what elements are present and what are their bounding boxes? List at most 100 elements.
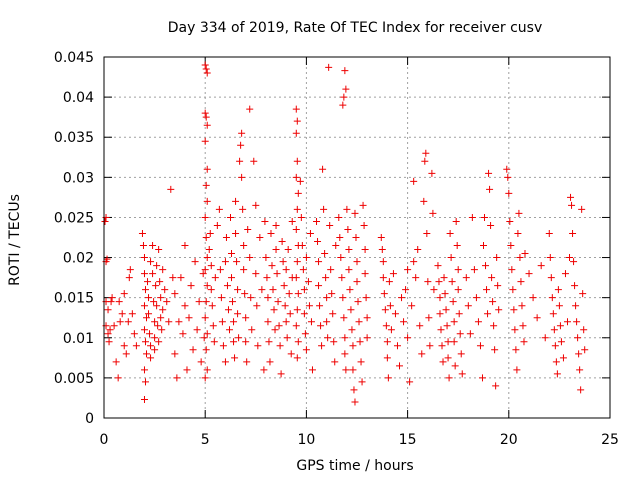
- x-tick-label: 5: [201, 432, 210, 448]
- data-point: [353, 278, 361, 286]
- data-point: [343, 205, 351, 213]
- data-point: [140, 302, 148, 310]
- data-point: [247, 294, 255, 302]
- data-point: [494, 282, 502, 290]
- data-point: [349, 342, 357, 350]
- data-point: [349, 366, 357, 374]
- data-point: [554, 286, 562, 294]
- data-point: [569, 229, 577, 237]
- data-point: [464, 302, 472, 310]
- data-point: [505, 189, 513, 197]
- data-point: [112, 358, 120, 366]
- data-point: [210, 338, 218, 346]
- data-point: [557, 338, 565, 346]
- data-point: [179, 330, 187, 338]
- data-point: [384, 374, 392, 382]
- data-point: [548, 294, 556, 302]
- data-point: [228, 250, 236, 258]
- data-point: [282, 266, 290, 274]
- data-point: [406, 378, 414, 386]
- data-point: [201, 374, 209, 382]
- x-tick-label: 15: [399, 432, 417, 448]
- data-point: [383, 354, 391, 362]
- data-point: [454, 286, 462, 294]
- data-point: [342, 366, 350, 374]
- data-point: [183, 366, 191, 374]
- grid: [104, 57, 610, 418]
- data-point: [493, 254, 501, 262]
- data-point: [202, 298, 210, 306]
- data-point: [511, 326, 519, 334]
- data-point: [304, 278, 312, 286]
- data-point: [481, 213, 489, 221]
- chart-title: Day 334 of 2019, Rate Of TEC Index for r…: [168, 20, 543, 36]
- data-point: [435, 278, 443, 286]
- data-point: [254, 342, 262, 350]
- data-point: [202, 65, 210, 73]
- data-point: [122, 350, 130, 358]
- data-point: [157, 294, 165, 302]
- data-point: [331, 358, 339, 366]
- data-point: [241, 290, 249, 298]
- data-point: [158, 326, 166, 334]
- data-point: [138, 229, 146, 237]
- data-point: [140, 254, 148, 262]
- data-point: [205, 246, 213, 254]
- data-point: [574, 334, 582, 342]
- data-point: [277, 370, 285, 378]
- data-point: [410, 177, 418, 185]
- data-point: [361, 270, 369, 278]
- data-point: [283, 334, 291, 342]
- data-point: [338, 274, 346, 282]
- plot-area-border: [103, 56, 611, 419]
- data-point: [264, 318, 272, 326]
- data-point: [341, 350, 349, 358]
- data-point: [563, 318, 571, 326]
- data-point: [462, 274, 470, 282]
- data-point: [408, 302, 416, 310]
- data-point: [228, 274, 236, 282]
- y-tick-label: 0.01: [63, 331, 94, 347]
- data-point: [165, 318, 173, 326]
- data-point: [335, 213, 343, 221]
- data-point: [381, 306, 389, 314]
- data-point: [203, 121, 211, 129]
- y-tick-label: 0.005: [54, 371, 94, 387]
- data-point: [286, 310, 294, 318]
- y-tick-label: 0.03: [63, 170, 94, 186]
- data-point: [458, 370, 466, 378]
- data-point: [573, 318, 581, 326]
- data-point: [147, 342, 155, 350]
- data-point: [537, 262, 545, 270]
- data-point: [525, 270, 533, 278]
- data-point: [426, 342, 434, 350]
- data-point: [514, 229, 522, 237]
- x-tick-label: 10: [297, 432, 315, 448]
- data-point: [492, 382, 500, 390]
- data-point: [577, 386, 585, 394]
- data-point: [101, 217, 109, 225]
- data-point: [280, 282, 288, 290]
- data-point: [201, 61, 209, 69]
- data-point: [231, 354, 239, 362]
- data-point: [266, 358, 274, 366]
- data-point: [443, 322, 451, 330]
- data-point: [561, 270, 569, 278]
- data-point: [252, 270, 260, 278]
- data-point: [260, 366, 268, 374]
- data-point: [271, 326, 279, 334]
- data-point: [429, 209, 437, 217]
- data-point: [307, 318, 315, 326]
- data-point: [207, 286, 215, 294]
- data-point: [420, 197, 428, 205]
- data-point: [246, 105, 254, 113]
- data-point: [444, 338, 452, 346]
- data-point: [269, 286, 277, 294]
- data-point: [396, 362, 404, 370]
- data-point: [229, 298, 237, 306]
- data-point: [125, 274, 133, 282]
- data-point: [556, 322, 564, 330]
- data-point: [227, 213, 234, 221]
- data-point: [361, 246, 369, 254]
- data-point: [242, 314, 250, 322]
